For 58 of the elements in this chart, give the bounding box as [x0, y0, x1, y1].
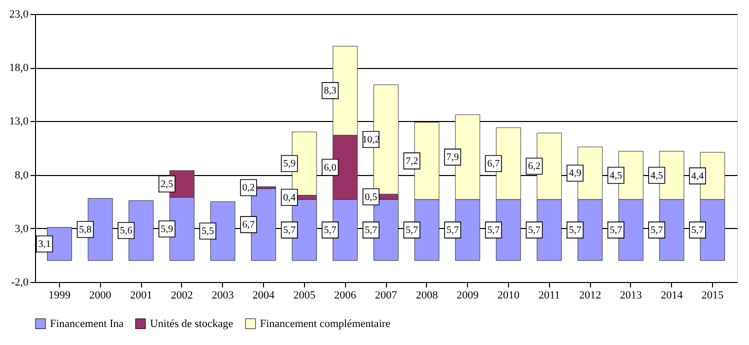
legend-label: Financement Ina [50, 318, 124, 330]
x-tick-label: 2011 [538, 290, 560, 302]
data-label: 5,7 [324, 225, 336, 236]
y-tick-label: 3,0 [14, 222, 29, 235]
x-tick-label: 2015 [702, 290, 724, 302]
data-label: 4,9 [568, 168, 582, 180]
data-label: 5,7 [610, 225, 622, 236]
data-label: 0,5 [364, 192, 378, 203]
data-label: 5,7 [568, 225, 582, 236]
data-label: 5,9 [160, 224, 174, 235]
data-label: 6,2 [528, 161, 541, 172]
x-tick-label: 2001 [130, 290, 152, 302]
x-tick-label: 2000 [89, 290, 112, 302]
data-label: 2,5 [160, 178, 174, 190]
x-tick-label: 2008 [416, 290, 438, 302]
data-label: 5,8 [79, 224, 92, 236]
data-label: 5,7 [528, 225, 541, 236]
data-label: 5,6 [120, 226, 132, 237]
data-label: 5,7 [691, 225, 704, 236]
x-tick-label: 2010 [497, 290, 520, 302]
x-tick-label: 2012 [579, 290, 602, 302]
data-label: 5,5 [201, 226, 214, 238]
x-tick-label: 2004 [252, 290, 276, 302]
x-tick-label: 2009 [456, 290, 480, 302]
data-label: 0,4 [283, 192, 296, 204]
data-label: 4,5 [610, 170, 622, 182]
data-label: 6,7 [242, 220, 255, 231]
y-tick-label: 8,0 [14, 169, 29, 182]
data-label: 6,7 [487, 158, 500, 170]
data-label: 5,9 [283, 158, 296, 170]
data-label: 5,7 [487, 225, 500, 236]
x-tick-label: 2014 [660, 290, 684, 302]
y-tick-label: 18,0 [9, 62, 29, 74]
data-label: 5,7 [364, 225, 378, 236]
data-label: 7,2 [406, 156, 418, 167]
x-tick-label: 2006 [334, 290, 357, 302]
data-label: 0,2 [242, 182, 255, 194]
x-tick-label: 1999 [48, 290, 71, 302]
legend-label: Financement complémentaire [260, 318, 391, 330]
y-tick-label: -2,0 [11, 276, 29, 288]
data-label: 5,7 [446, 225, 459, 236]
data-label: 4,4 [691, 170, 704, 182]
x-tick-label: 2003 [212, 290, 234, 302]
x-tick-label: 2002 [170, 290, 193, 302]
legend-label: Unités de stockage [150, 318, 234, 330]
data-label: 6,0 [324, 162, 336, 174]
data-label: 4,5 [650, 170, 663, 182]
x-tick-label: 2005 [293, 290, 316, 302]
data-label: 5,7 [650, 225, 663, 236]
x-tick-label: 2013 [620, 290, 642, 302]
data-label: 5,7 [406, 225, 418, 236]
y-tick-label: 13,0 [9, 116, 29, 128]
y-tick-label: 23,0 [9, 8, 29, 20]
data-label: 5,7 [283, 225, 296, 236]
x-tick-label: 2007 [375, 290, 398, 302]
data-label: 8,3 [324, 86, 336, 97]
data-label: 3,1 [38, 238, 51, 250]
data-label: 7,9 [446, 152, 459, 164]
